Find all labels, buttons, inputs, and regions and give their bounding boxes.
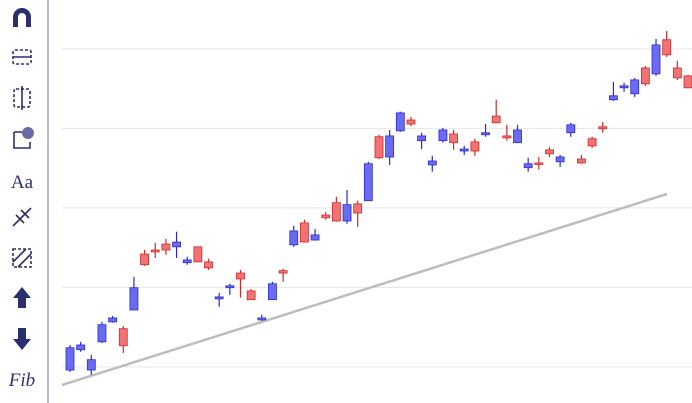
text-tool[interactable]: Aa — [11, 172, 34, 193]
candle-body — [630, 79, 640, 95]
trend-line — [61, 192, 668, 387]
candle-body — [257, 317, 267, 321]
candle-body — [427, 160, 437, 166]
candle-body — [491, 115, 501, 124]
candle-body — [161, 243, 171, 251]
candle-body — [385, 135, 395, 158]
candle-body — [214, 296, 224, 300]
candle-body — [86, 359, 96, 371]
candle-body — [140, 253, 149, 266]
candle-body — [342, 204, 352, 222]
candle-body — [193, 246, 203, 263]
candle-body — [76, 344, 86, 351]
candle-body — [65, 347, 75, 371]
candle-body — [300, 222, 309, 243]
candle-body — [129, 287, 139, 311]
candle-body — [502, 135, 512, 139]
candle-body — [353, 203, 363, 214]
candle-body — [619, 85, 629, 89]
candle-body — [331, 202, 341, 222]
candle-body — [406, 119, 416, 125]
candle-body — [534, 162, 544, 165]
candle-body — [523, 163, 533, 169]
candle-body — [598, 126, 608, 130]
rect-tool[interactable] — [12, 49, 32, 65]
candle-body — [662, 39, 672, 56]
candle-body — [587, 138, 597, 147]
candle-body — [268, 283, 277, 301]
candle-body — [97, 324, 107, 343]
candle-body — [395, 112, 405, 132]
down-arrow-tool[interactable] — [13, 328, 31, 350]
candle-body — [651, 44, 661, 75]
candle-body — [225, 285, 235, 289]
candle-body — [672, 67, 682, 79]
magnet-tool[interactable] — [13, 8, 31, 27]
candle-body — [438, 129, 448, 142]
candle-body — [363, 163, 373, 202]
candle-body — [577, 158, 586, 164]
toolbar: Aa Fib — [0, 0, 49, 403]
candle-body — [374, 136, 384, 159]
candle-body — [150, 249, 160, 253]
candle-body — [640, 67, 650, 85]
candle-body — [459, 148, 469, 152]
candle-body — [555, 156, 565, 163]
candle-body — [236, 272, 245, 280]
candle-body — [182, 259, 192, 264]
chart — [61, 31, 692, 387]
candle-body — [513, 129, 522, 144]
split-tool[interactable] — [13, 86, 31, 110]
shape-tool[interactable] — [13, 127, 34, 149]
parallel-tool[interactable] — [12, 248, 32, 268]
fib-tool[interactable]: Fib — [8, 370, 35, 391]
candle-body — [108, 317, 118, 323]
candle-body — [289, 230, 299, 246]
candle-body — [118, 328, 128, 347]
candle-body — [417, 135, 427, 142]
candle-body — [310, 234, 320, 241]
candle-body — [246, 290, 256, 301]
candle-body — [470, 141, 480, 152]
candle-body — [545, 149, 554, 155]
candle-body — [609, 95, 618, 101]
candle-body — [172, 241, 181, 248]
candle-body — [481, 132, 490, 136]
candle-body — [278, 270, 288, 274]
candle-body — [449, 133, 458, 144]
candle-body — [204, 261, 213, 269]
candle-body — [683, 75, 692, 89]
candle-body — [566, 124, 576, 134]
candle-body — [321, 214, 331, 219]
line-tool[interactable] — [12, 207, 32, 227]
up-arrow-tool[interactable] — [13, 287, 31, 308]
